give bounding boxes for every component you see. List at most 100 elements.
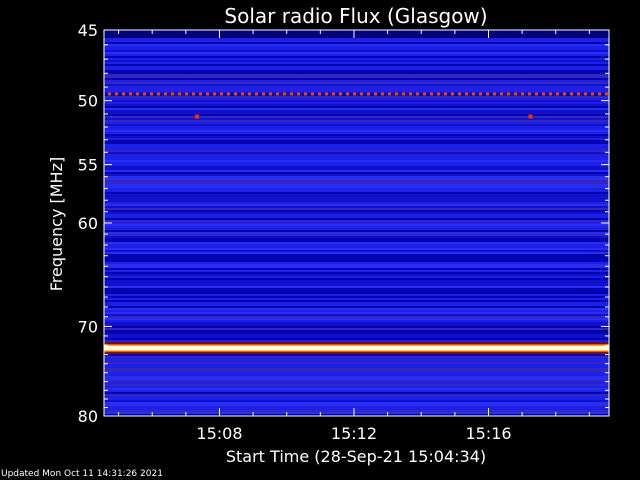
dotted-line-point [332,92,335,96]
spectrum-stripe [104,296,609,298]
dotted-line-point [199,92,202,96]
dotted-line-point [458,92,461,96]
dotted-line-point [395,92,398,96]
dotted-line-point [353,92,356,96]
spectrum-stripe [104,76,609,78]
dotted-line-point [192,92,195,96]
spectrum-stripe [104,316,609,318]
dotted-line-point [269,92,272,96]
spectrum-stripe [104,86,609,88]
dotted-line-point [304,92,307,96]
spectrum-stripe [104,132,609,134]
spectrum-stripe [104,112,609,114]
spectrum-stripe [104,136,609,138]
dotted-line-point [444,92,447,96]
spectrum-stripe [104,106,609,108]
dotted-line-point [486,92,489,96]
y-tick-label: 70 [78,317,98,336]
dotted-line-point [283,92,286,96]
dotted-line-point [290,92,293,96]
spectrum-stripe [104,134,609,136]
spectrum-stripe [104,212,609,214]
spectrum-stripe [104,254,609,256]
spectrum-stripe [104,118,609,120]
spectrum-stripe [104,122,609,124]
spectrum-stripe [104,102,609,104]
dotted-line-point [591,92,594,96]
spectrum-stripe [104,400,609,402]
spectrum-stripe [104,72,609,74]
spectrum-stripe [104,178,609,180]
spectrum-stripe [104,194,609,196]
spectrum-stripe [104,308,609,310]
spectrum-stripe [104,298,609,300]
dotted-line-point [409,92,412,96]
spectrum-stripe [104,148,609,150]
spectrum-stripe [104,130,609,132]
dotted-line-point [584,92,587,96]
spectrum-stripe [104,394,609,396]
spectrum-stripe [104,220,609,222]
spectrum-stripe [104,154,609,156]
spectrum-stripe [104,248,609,250]
spectrum-stripe [104,44,609,46]
spectrum-stripe [104,110,609,112]
dotted-line-point [185,92,188,96]
spectrum-stripe [104,272,609,274]
spectrum-stripe [104,232,609,234]
spectrum-stripe [104,408,609,410]
dotted-line-point [528,92,531,96]
spectrum-stripe [104,224,609,226]
spectrum-stripe [104,392,609,394]
spectrum-stripe [104,404,609,406]
spectrum-stripe [104,380,609,382]
dotted-line-point [164,92,167,96]
spectrum-stripe [104,330,609,332]
spectrum-stripe [104,244,609,246]
spectrum-stripe [104,402,609,404]
spectrum-stripe [104,204,609,206]
dotted-line-point [416,92,419,96]
x-tick-label: 15:08 [196,424,242,443]
spectrum-stripe [104,256,609,258]
y-axis-label: Frequency [MHz] [47,157,66,291]
spectrum-stripe [104,368,609,370]
dotted-line-point [388,92,391,96]
spectrum-stripe [104,228,609,230]
spectrum-stripe [104,250,609,252]
dotted-line-point [605,92,608,96]
spectrum-stripe [104,70,609,72]
spectrum-stripe [104,190,609,192]
spectrum-stripe [104,168,609,170]
dotted-line-point [339,92,342,96]
spectrum-stripe [104,262,609,264]
spectrum-stripe [104,48,609,50]
chart-title: Solar radio Flux (Glasgow) [224,4,487,28]
spectrum-stripe [104,366,609,368]
spectrum-stripe [104,240,609,242]
dotted-line-point [157,92,160,96]
spectrum-stripe [104,96,609,98]
spectrum-stripe [104,78,609,80]
spectrum-stripe [104,176,609,178]
spectrum-stripe [104,286,609,288]
spectrum-stripe [104,114,609,116]
spectrum-stripe [104,336,609,338]
spectrum-stripe [104,146,609,148]
spectrum-stripe [104,414,609,416]
spectrum-stripe [104,268,609,270]
spectrum-stripe [104,304,609,306]
spectrum-stripe [104,144,609,146]
spectrum-stripe [104,138,609,140]
spectrum-stripe [104,152,609,154]
spectrum-stripe [104,210,609,212]
spectrum-stripe [104,182,609,184]
dotted-line-point [346,92,349,96]
dotted-line-point [493,92,496,96]
dotted-line-point [297,92,300,96]
dotted-line-point [213,92,216,96]
spectrum-stripe [104,356,609,358]
dotted-line-point [465,92,468,96]
dotted-line-point [262,92,265,96]
spectrum-stripe [104,280,609,282]
